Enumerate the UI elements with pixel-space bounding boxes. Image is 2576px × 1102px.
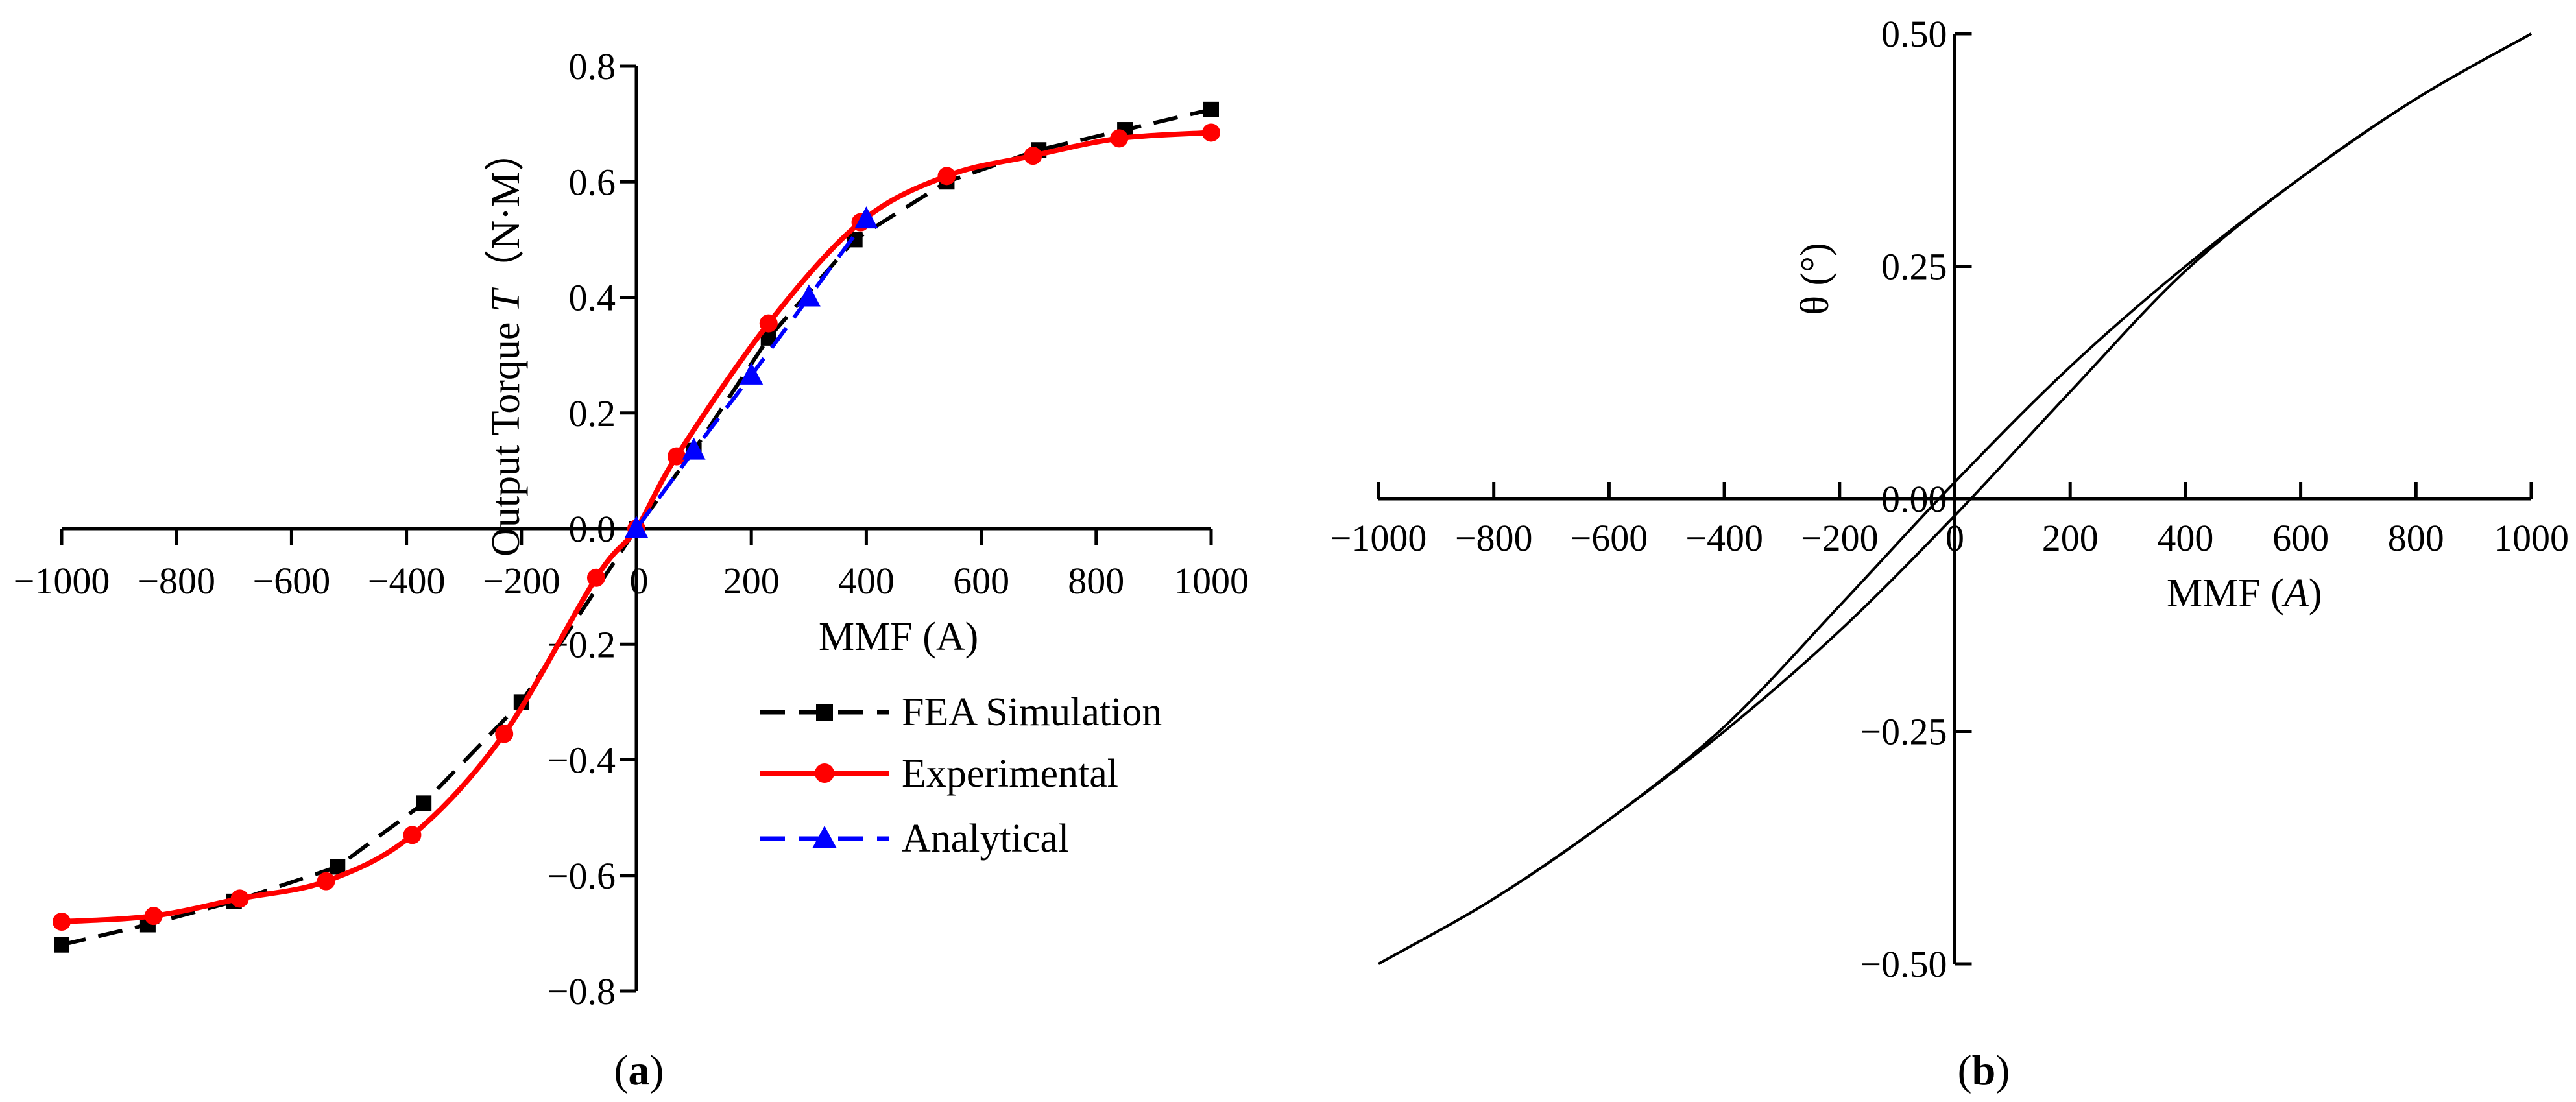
chart-b: −1000 −800 −600 −400 −200 0 200 400 600 800 1000 −… — [1330, 13, 2569, 1094]
data-point-fea-simulation — [54, 937, 69, 953]
chart-a-legend: FEA Simulation Experimental Analytical — [760, 690, 1162, 861]
data-point-fea-simulation — [416, 795, 432, 811]
chart-a: −1000 −800 −600 −400 −200 0 200 400 600 800 1000 −… — [14, 45, 1249, 1094]
chart-b-y-tick-label: −0.25 — [1860, 711, 1947, 753]
chart-a-x-tick-label: 400 — [838, 560, 895, 602]
chart-a-y-tick-label: −0.8 — [548, 970, 616, 1012]
chart-b-x-tick-label: 1000 — [2494, 517, 2569, 559]
chart-b-x-axis-title-symbol: A — [2281, 571, 2309, 616]
chart-a-y-axis-title-symbol: T — [484, 287, 528, 312]
legend-marker-fea — [816, 704, 833, 721]
caption-a-open: ( — [614, 1047, 629, 1094]
caption-b-letter: b — [1972, 1047, 1996, 1094]
chart-a-y-tick-label: −0.6 — [548, 855, 616, 897]
chart-a-x-tick-label: 600 — [953, 560, 1009, 602]
chart-a-x-tick-label: −200 — [483, 560, 560, 602]
data-point-experimental — [1202, 123, 1220, 142]
chart-b-y-tick-label: 0.50 — [1881, 13, 1947, 55]
chart-a-x-tick-label: 1000 — [1174, 560, 1249, 602]
chart-a-caption: (a) — [614, 1047, 664, 1094]
series-analytical — [625, 206, 878, 538]
data-point-analytical — [682, 437, 706, 460]
chart-b-series — [1378, 32, 2532, 965]
data-point-experimental — [144, 907, 163, 926]
data-point-analytical — [854, 206, 878, 229]
data-point-experimental — [586, 568, 605, 587]
chart-a-x-tick-label: −800 — [138, 560, 215, 602]
data-point-experimental — [53, 913, 71, 931]
data-point-experimental — [1024, 147, 1042, 165]
chart-b-x-tick-label: −800 — [1455, 517, 1533, 559]
chart-a-x-tick-label: −600 — [253, 560, 331, 602]
data-point-experimental — [937, 167, 956, 186]
chart-a-y-axis-title: Output Torque T（N·M） — [484, 131, 528, 557]
data-point-analytical — [740, 362, 764, 385]
chart-a-series — [53, 101, 1220, 953]
chart-b-y-tick-label: 0.25 — [1881, 246, 1947, 288]
legend-marker-analytical — [812, 826, 837, 848]
chart-a-x-tick-label: −400 — [368, 560, 446, 602]
chart-a-y-tick-label: 0.2 — [569, 392, 616, 435]
chart-a-y-tick-label: 0.6 — [569, 161, 616, 203]
chart-b-y-tick-label: 0.00 — [1881, 478, 1947, 520]
chart-a-y-tick-label: 0.0 — [569, 508, 616, 550]
chart-b-y-ticks: −0.50 −0.25 0.00 0.25 0.50 — [1860, 13, 1972, 985]
caption-a-close: ) — [650, 1047, 664, 1094]
data-point-experimental — [1110, 129, 1129, 148]
chart-a-y-tick-label: 0.8 — [569, 45, 616, 88]
chart-a-y-tick-label: −0.4 — [548, 739, 616, 782]
chart-b-x-tick-label: −200 — [1801, 517, 1879, 559]
chart-b-x-tick-label: 800 — [2388, 517, 2444, 559]
data-point-fea-simulation — [1203, 101, 1219, 117]
data-point-experimental — [668, 447, 686, 466]
data-point-experimental — [230, 889, 249, 908]
data-point-experimental — [317, 872, 335, 891]
chart-b-caption: (b) — [1958, 1047, 2010, 1094]
chart-a-y-ticks: −0.8−0.6−0.4−0.20.00.20.40.60.8 — [548, 45, 636, 1012]
legend-item-fea-simulation: FEA Simulation — [760, 690, 1162, 734]
data-point-experimental — [495, 725, 514, 743]
chart-b-x-tick-label: −1000 — [1330, 517, 1427, 559]
data-point-experimental — [759, 314, 778, 333]
chart-a-y-tick-label: 0.4 — [569, 277, 616, 319]
chart-a-x-axis-title: MMF (A) — [819, 615, 978, 659]
chart-b-x-tick-label: 400 — [2157, 517, 2213, 559]
chart-b-x-axis-title-close: ) — [2309, 571, 2322, 616]
chart-b-x-ticks: −1000 −800 −600 −400 −200 0 200 400 600 800 1000 — [1330, 482, 2569, 559]
chart-a-y-axis-title-main: Output Torque — [484, 312, 528, 557]
caption-b-open: ( — [1958, 1047, 1972, 1094]
legend-item-analytical: Analytical — [760, 817, 1069, 861]
chart-a-x-tick-label: 0 — [630, 560, 649, 602]
chart-b-x-tick-label: 600 — [2272, 517, 2329, 559]
legend-item-experimental: Experimental — [760, 752, 1118, 796]
data-point-analytical — [797, 284, 821, 307]
chart-a-y-axis-title-unit: （N·M） — [484, 131, 528, 290]
chart-a-x-tick-label: 200 — [723, 560, 780, 602]
caption-a-letter: a — [629, 1047, 650, 1094]
chart-b-x-axis-title: MMF (A) — [2167, 571, 2322, 616]
chart-a-x-tick-label: −1000 — [14, 560, 110, 602]
chart-a-x-ticks: −1000 −800 −600 −400 −200 0 200 400 600 800 1000 — [14, 529, 1249, 602]
data-point-experimental — [403, 826, 422, 844]
chart-b-x-tick-label: 0 — [1945, 517, 1964, 559]
chart-b-x-tick-label: −400 — [1685, 517, 1763, 559]
legend-label-experimental: Experimental — [902, 752, 1118, 796]
data-point-analytical — [625, 516, 648, 538]
legend-label-fea: FEA Simulation — [902, 690, 1162, 734]
chart-b-x-axis-title-main: MMF ( — [2167, 571, 2284, 616]
chart-b-y-axis-title: θ (°) — [1793, 243, 1837, 315]
chart-b-y-tick-label: −0.50 — [1860, 943, 1947, 985]
chart-a-x-tick-label: 800 — [1068, 560, 1124, 602]
legend-marker-experimental — [815, 763, 834, 783]
chart-b-x-tick-label: −600 — [1571, 517, 1648, 559]
legend-label-analytical: Analytical — [902, 817, 1069, 861]
data-point-fea-simulation — [330, 859, 346, 875]
chart-b-x-tick-label: 200 — [2042, 517, 2099, 559]
caption-b-close: ) — [1995, 1047, 2010, 1094]
series-line-descending-branch — [1378, 32, 2532, 965]
